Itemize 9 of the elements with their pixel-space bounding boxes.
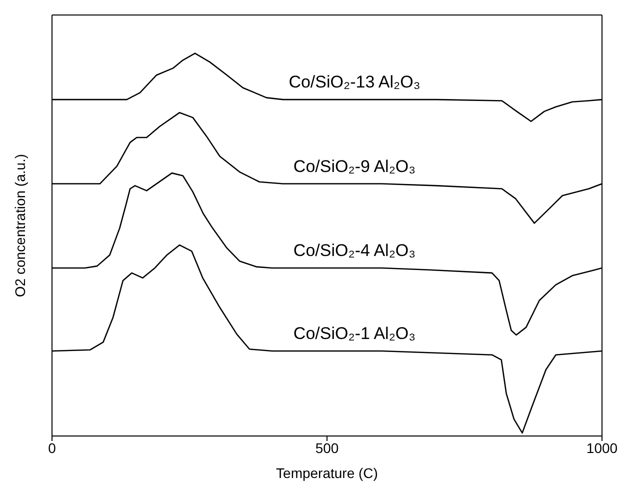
x-tick-label: 500 [315, 440, 339, 456]
x-axis-title: Temperature (C) [276, 465, 378, 481]
series-label: Co/SiO₂-9 Al₂O₃ [293, 156, 416, 176]
series-label: Co/SiO₂-1 Al₂O₃ [293, 324, 416, 344]
series-label: Co/SiO₂-4 Al₂O₃ [293, 240, 416, 260]
x-tick-label: 1000 [586, 440, 618, 456]
series-label: Co/SiO₂-13 Al₂O₃ [288, 72, 420, 92]
y-axis-title: O2 concentration (a.u.) [12, 154, 28, 298]
x-tick-label: 0 [48, 440, 56, 456]
